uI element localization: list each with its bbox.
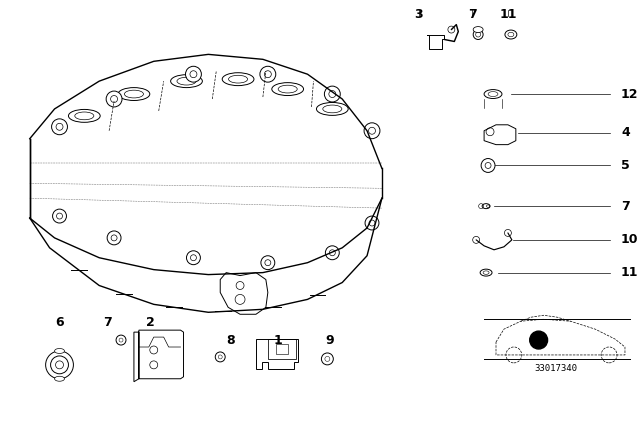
Text: 12: 12 (621, 87, 639, 100)
Circle shape (116, 335, 126, 345)
Text: 5: 5 (621, 159, 630, 172)
Circle shape (324, 86, 340, 102)
Ellipse shape (54, 376, 65, 381)
Ellipse shape (484, 90, 502, 99)
Polygon shape (220, 272, 268, 314)
Circle shape (364, 123, 380, 139)
Ellipse shape (482, 204, 490, 209)
Ellipse shape (480, 269, 492, 276)
Circle shape (186, 251, 200, 265)
Text: 7: 7 (468, 8, 477, 21)
Text: 3: 3 (414, 8, 423, 21)
Polygon shape (256, 339, 298, 369)
Bar (268, 339, 296, 359)
Circle shape (52, 209, 67, 223)
Circle shape (365, 216, 379, 230)
Text: 1: 1 (273, 334, 282, 347)
Circle shape (321, 353, 333, 365)
Circle shape (215, 352, 225, 362)
Ellipse shape (505, 30, 517, 39)
Circle shape (106, 91, 122, 107)
Bar (276, 344, 287, 354)
Circle shape (107, 231, 121, 245)
Text: 9: 9 (325, 334, 333, 347)
Circle shape (261, 256, 275, 270)
Circle shape (530, 331, 548, 349)
Circle shape (186, 66, 202, 82)
Text: 10: 10 (621, 233, 639, 246)
Text: 6: 6 (55, 316, 64, 329)
Circle shape (52, 119, 67, 135)
Polygon shape (134, 330, 184, 382)
Circle shape (260, 66, 276, 82)
Text: 2: 2 (147, 316, 155, 329)
Text: 11: 11 (499, 8, 516, 21)
Text: 7: 7 (103, 316, 111, 329)
Text: 11: 11 (621, 266, 639, 279)
Polygon shape (484, 125, 516, 145)
Text: 33017340: 33017340 (534, 364, 577, 373)
Circle shape (325, 246, 339, 260)
Circle shape (45, 351, 74, 379)
Text: 4: 4 (621, 126, 630, 139)
Text: 8: 8 (226, 334, 234, 347)
Ellipse shape (473, 26, 483, 33)
Ellipse shape (54, 349, 65, 353)
Text: 7: 7 (621, 200, 630, 213)
Circle shape (473, 30, 483, 39)
